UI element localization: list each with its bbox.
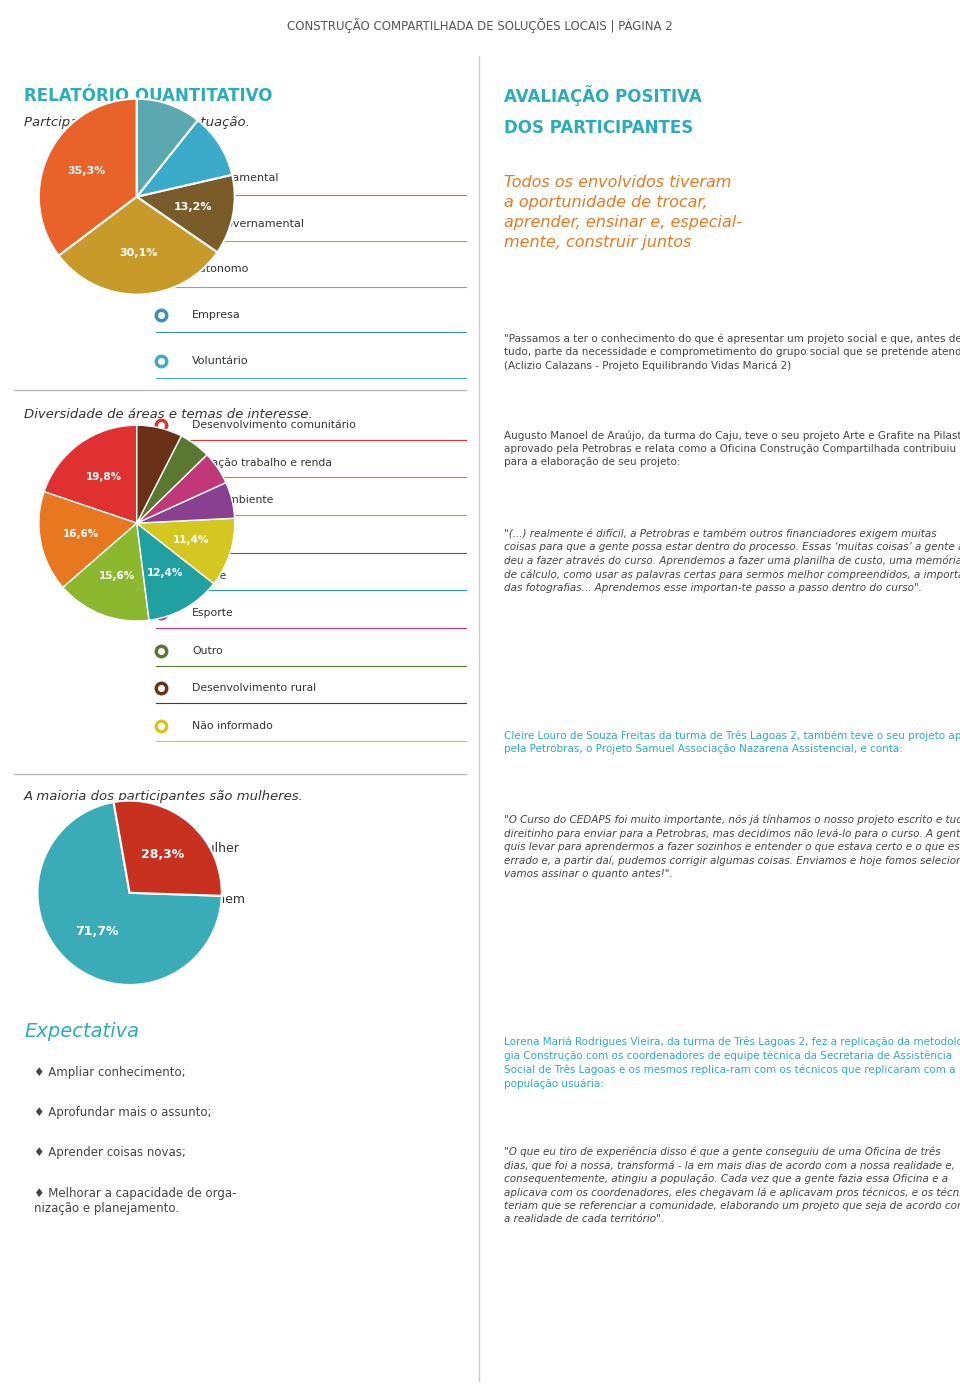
Text: ♦ Melhorar a capacidade de orga-
nização e planejamento.: ♦ Melhorar a capacidade de orga- nização…: [34, 1187, 236, 1215]
Wedge shape: [137, 523, 214, 621]
Wedge shape: [63, 523, 149, 621]
Text: 16,6%: 16,6%: [63, 529, 99, 538]
Text: Empresa: Empresa: [192, 310, 241, 319]
Text: 28,3%: 28,3%: [141, 848, 184, 861]
Wedge shape: [59, 197, 218, 294]
Text: 30,1%: 30,1%: [119, 248, 157, 258]
Text: Geração trabalho e renda: Geração trabalho e renda: [192, 458, 332, 467]
Text: 12,4%: 12,4%: [147, 568, 183, 578]
Text: "(...) realmente é difícil, a Petrobras e também outros financiadores exigem mui: "(...) realmente é difícil, a Petrobras …: [504, 529, 960, 593]
Text: A maioria dos participantes são mulheres.: A maioria dos participantes são mulheres…: [24, 791, 304, 804]
Text: Mulher: Mulher: [197, 841, 240, 855]
Wedge shape: [137, 483, 234, 523]
Text: Outro: Outro: [192, 646, 223, 656]
Text: ♦ Ampliar conhecimento;: ♦ Ampliar conhecimento;: [34, 1066, 185, 1078]
Wedge shape: [44, 425, 137, 523]
Text: Autonomo: Autonomo: [192, 264, 250, 275]
Text: 71,7%: 71,7%: [75, 925, 118, 937]
Wedge shape: [137, 455, 226, 523]
Text: DOS PARTICIPANTES: DOS PARTICIPANTES: [504, 119, 693, 137]
Text: Não Governamental: Não Governamental: [192, 219, 304, 229]
Text: Cleire Louro de Souza Freitas da turma de Três Lagoas 2, também teve o seu proje: Cleire Louro de Souza Freitas da turma d…: [504, 730, 960, 753]
Text: "O que eu tiro de experiência disso é que a gente conseguiu de uma Oficina de tr: "O que eu tiro de experiência disso é qu…: [504, 1147, 960, 1225]
Wedge shape: [137, 425, 181, 523]
Text: Todos os envolvidos tiveram
a oportunidade de trocar,
aprender, ensinar e, espec: Todos os envolvidos tiveram a oportunida…: [504, 176, 742, 250]
Text: ♦ Aprender coisas novas;: ♦ Aprender coisas novas;: [34, 1147, 185, 1159]
Text: CONSTRUÇÃO COMPARTILHADA DE SOLUÇÕES LOCAIS | PÁGINA 2: CONSTRUÇÃO COMPARTILHADA DE SOLUÇÕES LOC…: [287, 18, 673, 33]
Text: Desenvolvimento rural: Desenvolvimento rural: [192, 684, 316, 693]
Text: 19,8%: 19,8%: [85, 472, 122, 481]
Text: AVALIAÇÃO POSITIVA: AVALIAÇÃO POSITIVA: [504, 85, 702, 106]
Wedge shape: [39, 99, 137, 255]
Text: Não informado: Não informado: [192, 721, 273, 731]
Text: Expectativa: Expectativa: [24, 1021, 139, 1041]
Text: Meio ambiente: Meio ambiente: [192, 495, 274, 505]
Text: Lorena Mariá Rodrigues Vieira, da turma de Três Lagoas 2, fez a replicação da me: Lorena Mariá Rodrigues Vieira, da turma …: [504, 1036, 960, 1088]
Wedge shape: [137, 120, 232, 197]
Text: Partcipantes por área de atuação.: Partcipantes por área de atuação.: [24, 116, 250, 130]
Text: Diversidade de áreas e temas de interesse.: Diversidade de áreas e temas de interess…: [24, 407, 313, 421]
Text: 11,4%: 11,4%: [173, 536, 209, 545]
Wedge shape: [39, 491, 137, 587]
Text: 13,2%: 13,2%: [174, 202, 212, 212]
Text: "Passamos a ter o conhecimento do que é apresentar um projeto social e que, ante: "Passamos a ter o conhecimento do que é …: [504, 333, 960, 371]
Wedge shape: [113, 801, 222, 896]
Wedge shape: [137, 174, 234, 252]
Text: 15,6%: 15,6%: [99, 571, 134, 582]
Text: Saúde: Saúde: [192, 571, 227, 580]
Wedge shape: [137, 435, 207, 523]
Text: Homem: Homem: [197, 893, 246, 905]
Text: ♦ Aprofundar mais o assunto;: ♦ Aprofundar mais o assunto;: [34, 1106, 211, 1119]
Text: Governamental: Governamental: [192, 173, 278, 183]
Text: Voluntário: Voluntário: [192, 356, 249, 365]
Text: Esporte: Esporte: [192, 608, 233, 618]
Wedge shape: [137, 99, 198, 197]
Text: Cultura: Cultura: [192, 533, 231, 543]
Text: Desenvolvimento comunitário: Desenvolvimento comunitário: [192, 420, 356, 430]
Wedge shape: [137, 518, 235, 583]
Text: "O Curso do CEDAPS foi muito importante, nós já tínhamos o nosso projeto escrito: "O Curso do CEDAPS foi muito importante,…: [504, 815, 960, 879]
Text: 35,3%: 35,3%: [67, 166, 105, 176]
Wedge shape: [37, 802, 222, 985]
Text: Augusto Manoel de Araújo, da turma do Caju, teve o seu projeto Arte e Grafite na: Augusto Manoel de Araújo, da turma do Ca…: [504, 431, 960, 467]
Text: RELATÓRIO QUANTITATIVO: RELATÓRIO QUANTITATIVO: [24, 85, 273, 105]
